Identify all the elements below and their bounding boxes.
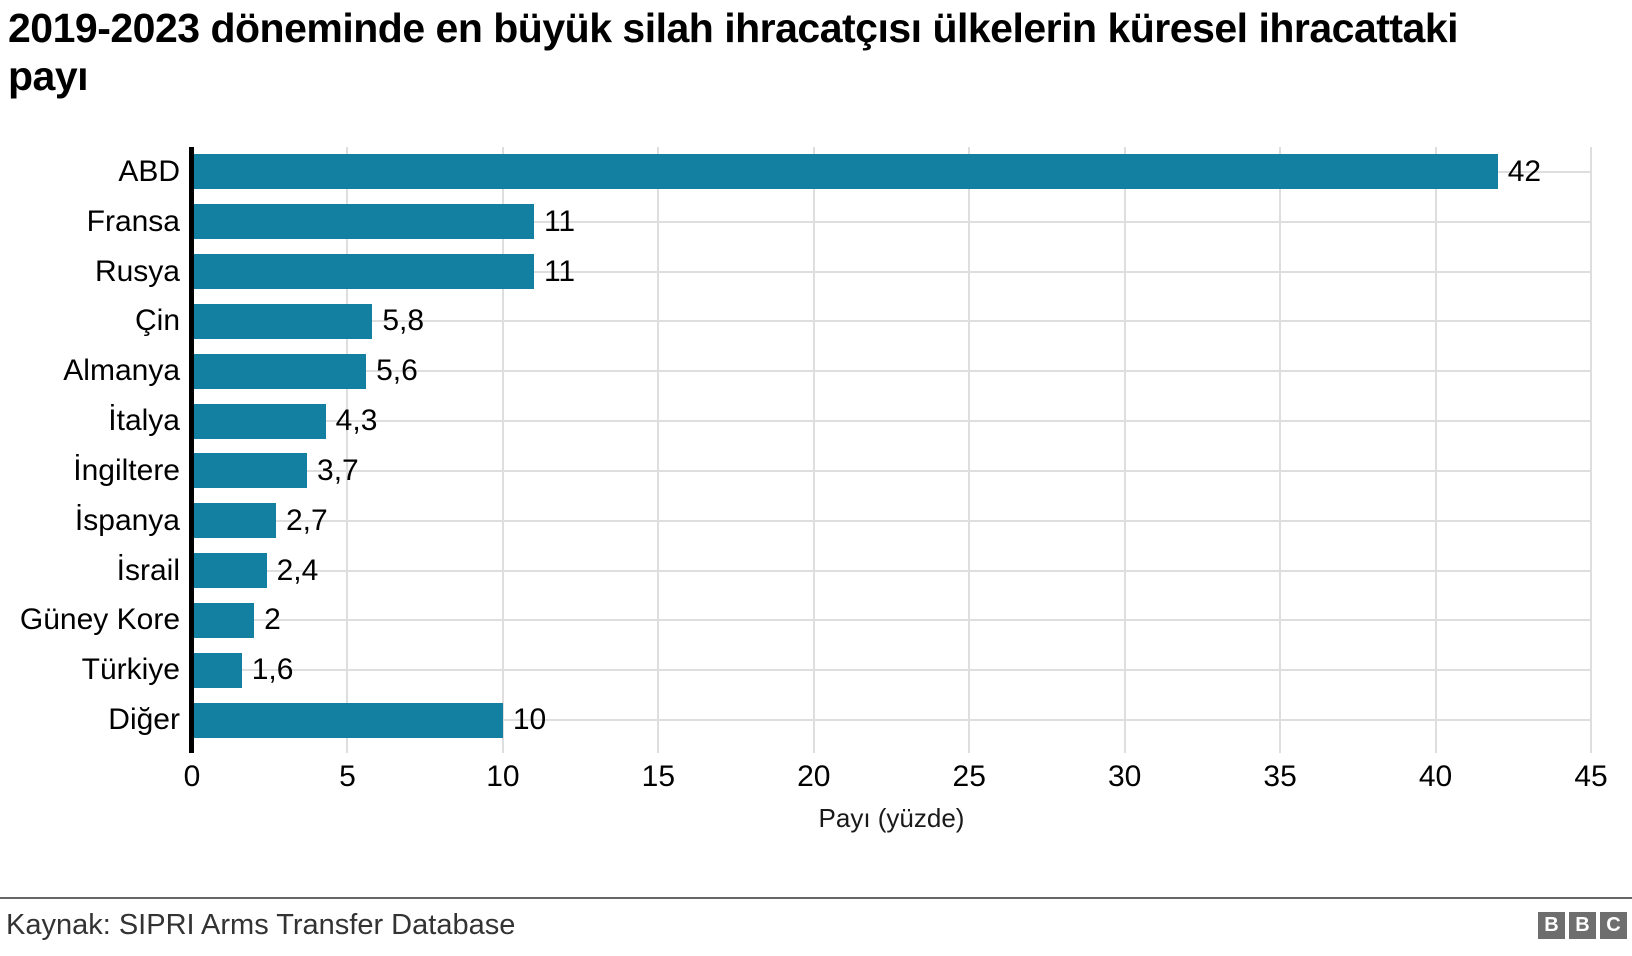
y-axis-labels: ABD Fransa Rusya Çin Almanya İtalya İngiltere İ… xyxy=(0,147,180,745)
bar-row: 10 xyxy=(192,695,1591,745)
row-gridline xyxy=(192,420,1591,423)
x-tick-label: 20 xyxy=(797,760,831,793)
bar-row: 2,7 xyxy=(192,496,1591,546)
x-tick-label: 30 xyxy=(1107,760,1142,793)
category-label: İspanya xyxy=(74,503,180,537)
bar xyxy=(192,154,1498,190)
row-gridline xyxy=(192,270,1591,273)
bar-value-label: 11 xyxy=(543,254,576,288)
x-gridline xyxy=(501,147,504,753)
row-gridline xyxy=(192,469,1591,472)
bar xyxy=(192,553,267,589)
row-gridline xyxy=(192,220,1591,223)
bar xyxy=(192,503,276,539)
bar-chart-plot-area: 42 11 11 5,8 5,6 4,3 3,7 2,7 2,4 2 1,6 10 xyxy=(189,147,1592,753)
bar xyxy=(192,602,255,638)
row-gridline xyxy=(192,320,1591,323)
bar-row: 5,6 xyxy=(192,346,1591,396)
x-axis-tick-labels: 0 5 10 15 20 25 30 35 40 45 xyxy=(184,760,1608,796)
bar-value-label: 11 xyxy=(543,204,576,238)
x-tick-label: 10 xyxy=(486,760,520,793)
source-text: Kaynak: SIPRI Arms Transfer Database xyxy=(6,909,516,941)
bar-value-label: 3,7 xyxy=(317,453,359,487)
category-label: İsrail xyxy=(116,553,180,587)
bar-row: 11 xyxy=(192,247,1591,297)
category-label: İngiltere xyxy=(73,453,180,487)
bar-value-label: 42 xyxy=(1507,154,1542,188)
x-tick-label: 5 xyxy=(339,760,356,793)
row-gridline xyxy=(192,370,1591,373)
row-gridline xyxy=(192,569,1591,572)
category-label: Almanya xyxy=(63,354,180,388)
x-tick-label: 15 xyxy=(641,760,676,793)
bar-rows: 42 11 11 5,8 5,6 4,3 3,7 2,7 2,4 2 1,6 10 xyxy=(192,147,1591,745)
bbc-logo-block: B xyxy=(1569,912,1596,939)
bar xyxy=(192,303,373,339)
bar-value-label: 5,6 xyxy=(376,354,418,388)
bar xyxy=(192,254,534,290)
page-title: 2019-2023 döneminde en büyük silah ihrac… xyxy=(8,5,1459,100)
x-gridline xyxy=(1590,147,1592,753)
bbc-logo: B B C xyxy=(1538,912,1627,939)
x-tick-label: 45 xyxy=(1574,760,1608,793)
x-axis-title: Payı (yüzde) xyxy=(818,803,965,833)
y-axis-line xyxy=(189,147,194,753)
x-tick-label: 40 xyxy=(1418,760,1453,793)
bar xyxy=(192,204,534,240)
bar-value-label: 4,3 xyxy=(335,404,378,438)
category-label: ABD xyxy=(118,154,180,188)
row-gridline xyxy=(192,719,1591,722)
x-tick-label: 35 xyxy=(1263,760,1297,793)
bar-value-label: 2,4 xyxy=(276,553,319,587)
bar-row: 5,8 xyxy=(192,296,1591,346)
category-label: Rusya xyxy=(94,254,180,288)
bar xyxy=(192,652,242,688)
x-tick-label: 0 xyxy=(183,760,201,793)
x-gridline xyxy=(1123,147,1126,753)
bar-value-label: 2 xyxy=(264,603,281,637)
bar-row: 4,3 xyxy=(192,396,1591,446)
bar-row: 1,6 xyxy=(192,645,1591,695)
bar-value-label: 1,6 xyxy=(251,653,294,687)
bar xyxy=(192,453,308,489)
row-gridline xyxy=(192,519,1591,522)
footer: Kaynak: SIPRI Arms Transfer Database B B… xyxy=(0,897,1632,942)
bar-value-label: 5,8 xyxy=(382,304,425,338)
x-gridline xyxy=(1279,147,1282,753)
x-gridline xyxy=(657,147,660,753)
bar-row: 42 xyxy=(192,147,1591,197)
bbc-logo-block: B xyxy=(1538,912,1565,939)
category-label: Çin xyxy=(134,304,180,338)
category-label: Fransa xyxy=(86,204,180,238)
category-label: Türkiye xyxy=(81,653,180,687)
row-gridline xyxy=(192,619,1591,622)
category-label: İtalya xyxy=(108,404,180,438)
x-gridline xyxy=(346,147,349,753)
category-label: Diğer xyxy=(108,703,180,737)
x-gridline xyxy=(812,147,815,753)
bbc-logo-block: C xyxy=(1600,912,1627,939)
x-gridline xyxy=(968,147,971,753)
category-label: Güney Kore xyxy=(19,603,180,637)
bar-value-label: 10 xyxy=(512,703,547,737)
bar xyxy=(192,353,367,389)
bar-row: 2,4 xyxy=(192,546,1591,596)
row-gridline xyxy=(192,669,1591,672)
bar-row: 3,7 xyxy=(192,446,1591,496)
x-gridline xyxy=(1434,147,1437,753)
bar-row: 11 xyxy=(192,197,1591,247)
bar xyxy=(192,702,503,738)
bar-value-label: 2,7 xyxy=(285,503,328,537)
x-tick-label: 25 xyxy=(952,760,986,793)
bar-row: 2 xyxy=(192,595,1591,645)
bar xyxy=(192,403,326,439)
